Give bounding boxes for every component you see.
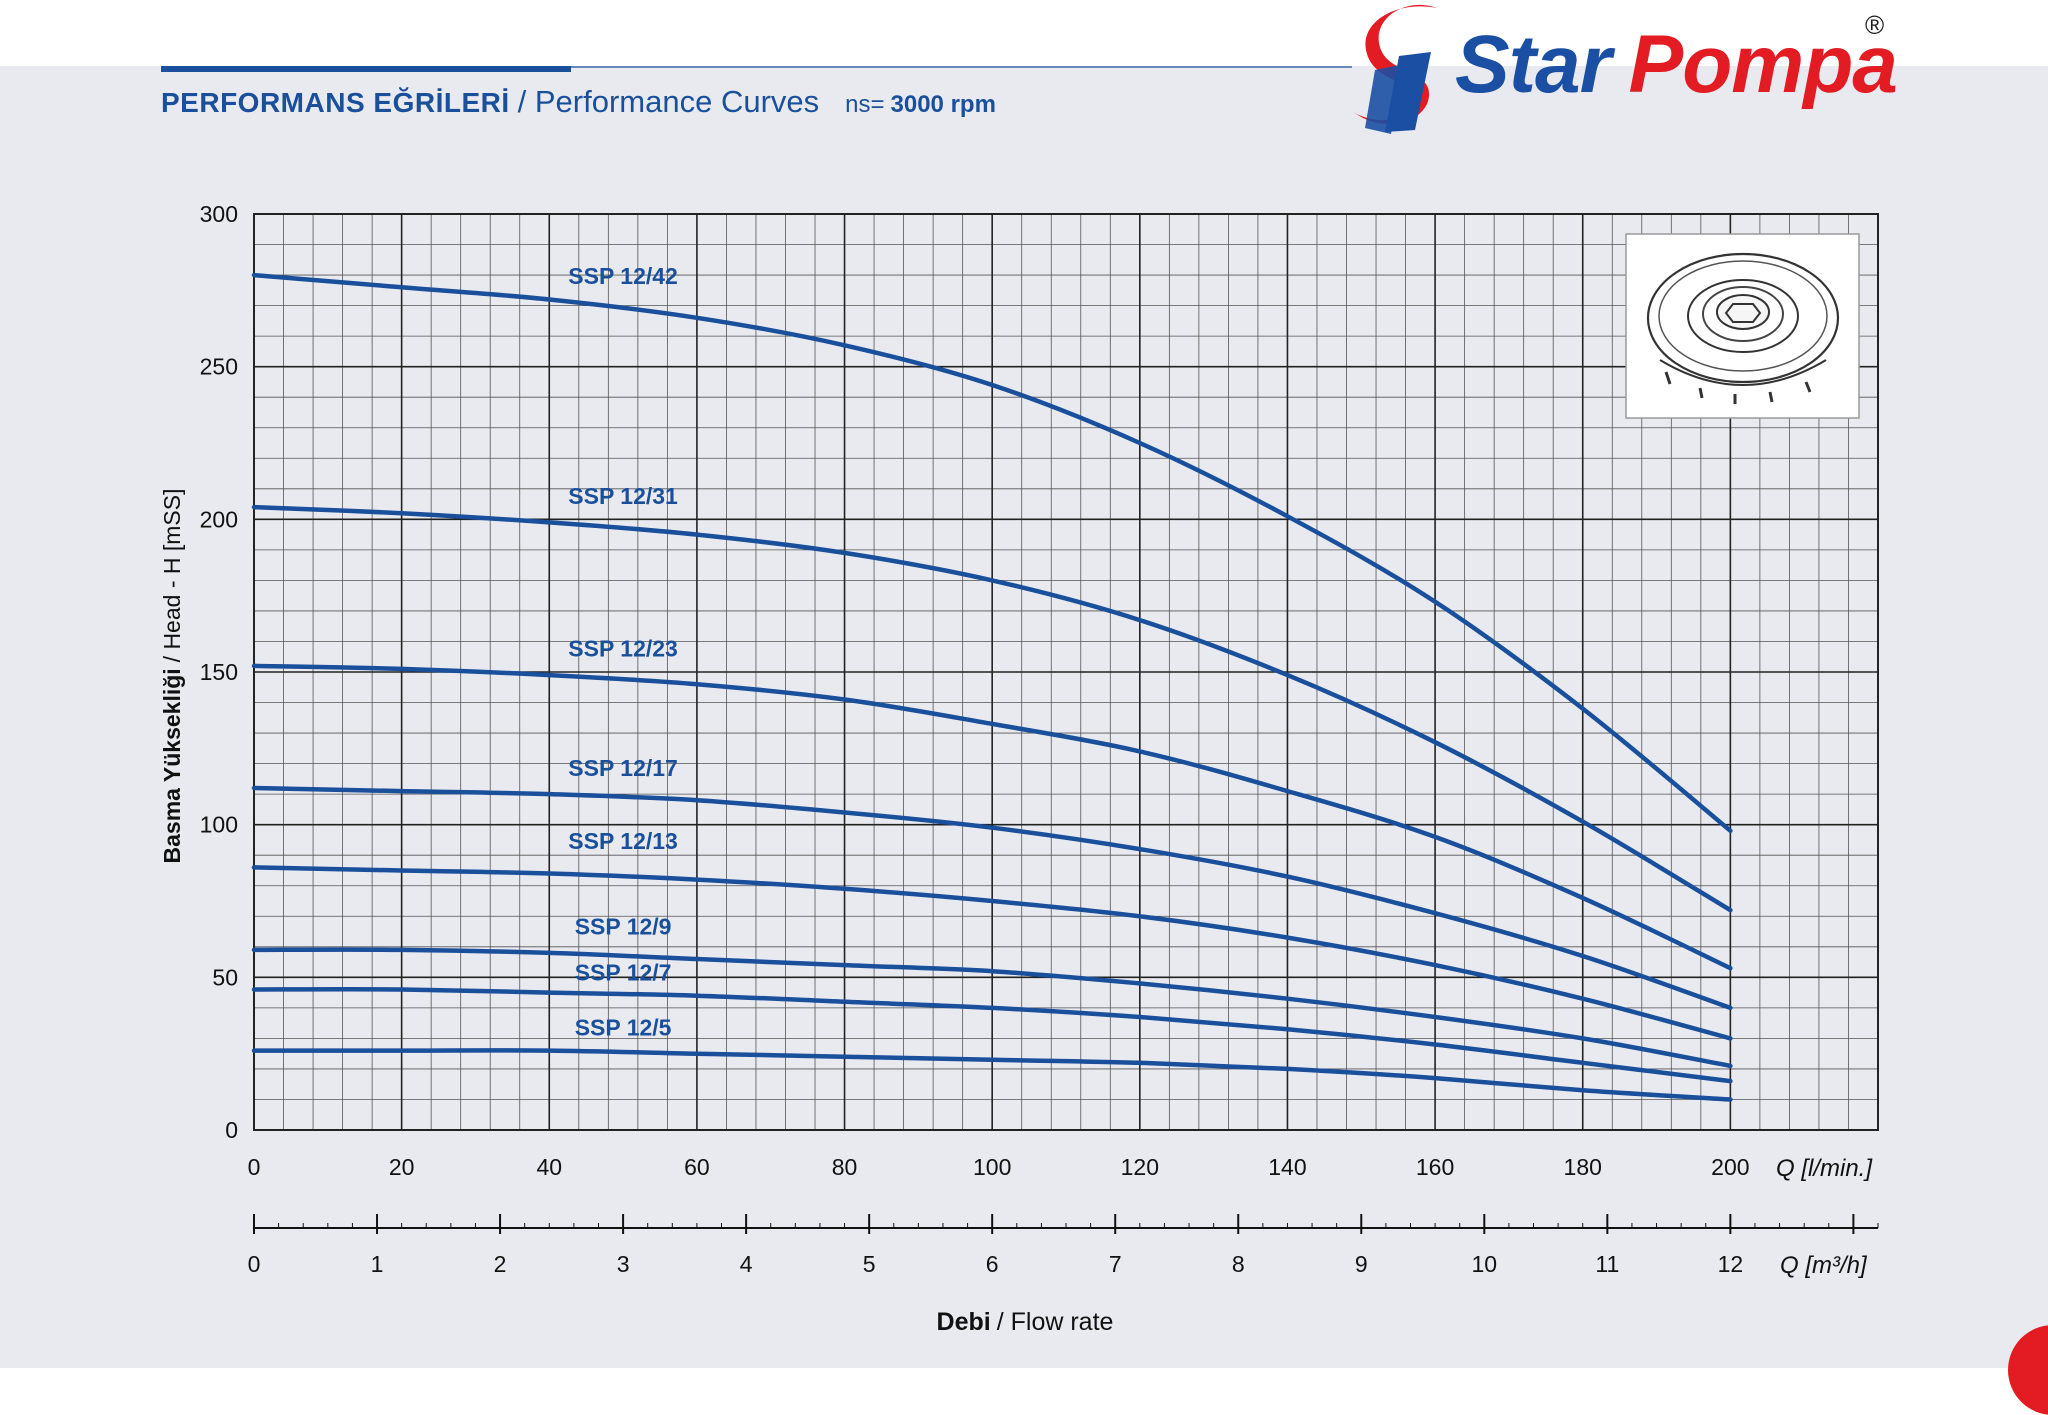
title-english: / Performance Curves: [517, 84, 820, 119]
curve-ssp-12-7: [251, 987, 1733, 1084]
curve-label: SSP 12/13: [568, 828, 678, 854]
curve-ssp-12-23: [251, 663, 1733, 971]
x-tick-label: 20: [389, 1154, 415, 1180]
curve-ssp-12-17: [251, 785, 1733, 1011]
performance-curves: [251, 272, 1733, 1102]
x-axis-m3h: 0 1 2 3 4 5 6 7 8 9 10 11 12: [248, 1214, 1879, 1277]
curve-label: SSP 12/9: [575, 914, 672, 940]
curve-label: SSP 12/42: [568, 263, 678, 289]
y-axis-ticks: 0 50 100 150 200 250 300: [200, 201, 238, 1143]
x2-tick-label: 4: [740, 1251, 753, 1277]
curve-label: SSP 12/7: [575, 959, 672, 985]
x-tick-label: 200: [1711, 1154, 1749, 1180]
x-tick-label: 120: [1121, 1154, 1159, 1180]
x2-tick-label: 5: [863, 1251, 876, 1277]
y-tick-label: 150: [200, 659, 238, 685]
x2-tick-label: 9: [1355, 1251, 1368, 1277]
registered-mark: ®: [1865, 10, 1885, 40]
x2-tick-label: 0: [248, 1251, 261, 1277]
impeller-outer-icon: [1646, 252, 1840, 384]
speed-value: 3000 rpm: [890, 91, 996, 118]
x2-tick-label: 8: [1232, 1251, 1245, 1277]
x-axis-title: Debi / Flow rate: [937, 1308, 1114, 1336]
x2-tick-label: 3: [617, 1251, 630, 1277]
x2-tick-label: 11: [1595, 1251, 1619, 1277]
curve-labels: SSP 12/42 SSP 12/31 SSP 12/23 SSP 12/17 SSP …: [568, 263, 678, 1040]
logo-swoosh-icon: [1353, 4, 1437, 134]
curve-ssp-12-31: [251, 504, 1733, 913]
x-tick-label: 180: [1564, 1154, 1602, 1180]
x-tick-label: 40: [536, 1154, 562, 1180]
y-tick-label: 50: [212, 964, 238, 990]
x-tick-label: 160: [1416, 1154, 1454, 1180]
x2-tick-label: 10: [1472, 1251, 1498, 1277]
y-tick-label: 250: [200, 354, 238, 380]
x-unit-lmin: Q [l/min.]: [1776, 1155, 1873, 1182]
plot-frame: [253, 213, 1879, 1131]
curve-label: SSP 12/17: [568, 755, 678, 781]
curve-label: SSP 12/5: [575, 1014, 672, 1040]
y-tick-label: 200: [200, 506, 238, 532]
star-pompa-logo: Star Pompa ®: [1345, 0, 1905, 140]
title-turkish: PERFORMANS EĞRİLERİ: [161, 87, 510, 118]
x2-tick-label: 7: [1109, 1251, 1122, 1277]
x2-tick-label: 6: [986, 1251, 999, 1277]
x-tick-label: 0: [248, 1154, 261, 1180]
speed-prefix: ns=: [845, 91, 885, 118]
y-tick-label: 100: [200, 812, 238, 838]
speed-label: ns= 3000 rpm: [845, 91, 996, 118]
x-tick-label: 100: [973, 1154, 1011, 1180]
curve-ssp-12-9: [251, 947, 1733, 1069]
y-tick-label: 300: [200, 201, 238, 227]
logo-word-star: Star: [1455, 19, 1612, 110]
x-tick-label: 140: [1268, 1154, 1306, 1180]
x2-tick-label: 1: [371, 1251, 384, 1277]
logo-word-pompa: Pompa: [1628, 19, 1898, 110]
x2-tick-label: 2: [494, 1251, 507, 1277]
curve-ssp-12-42: [251, 272, 1733, 834]
impeller-hub-icon: [1724, 303, 1762, 323]
x-axis-ticks-lmin: 0 20 40 60 80 100 120 140 160 180 200: [248, 1154, 1750, 1180]
impeller-inset: [1625, 233, 1860, 419]
y-axis-title: Basma Yüksekliği/ Head - H [mSS]: [159, 488, 185, 863]
x2-tick-label: 12: [1718, 1251, 1744, 1277]
x-tick-label: 80: [832, 1154, 858, 1180]
curve-ssp-12-13: [251, 865, 1733, 1041]
x-unit-m3h: Q [m³/h]: [1780, 1252, 1868, 1279]
x-tick-label: 60: [684, 1154, 710, 1180]
curve-label: SSP 12/23: [568, 636, 678, 662]
y-tick-label: 0: [225, 1117, 238, 1143]
curve-label: SSP 12/31: [568, 483, 678, 509]
curve-ssp-12-5: [251, 1048, 1733, 1102]
page-title: PERFORMANS EĞRİLERİ / Performance Curves n…: [161, 84, 996, 120]
